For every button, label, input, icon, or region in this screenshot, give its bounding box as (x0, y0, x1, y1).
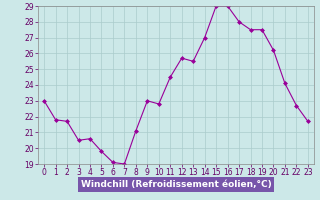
X-axis label: Windchill (Refroidissement éolien,°C): Windchill (Refroidissement éolien,°C) (81, 180, 271, 189)
